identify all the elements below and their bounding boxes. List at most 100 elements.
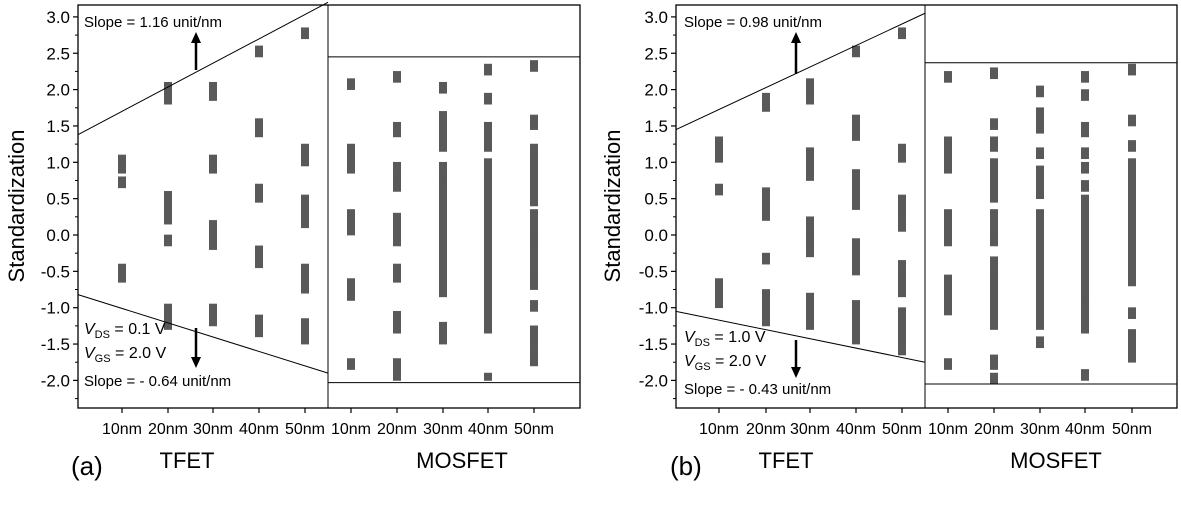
panel-b-data-point <box>1081 165 1089 174</box>
panel-b-frame <box>675 4 1178 409</box>
panel-a-x-tick-label: 20nm <box>148 421 188 438</box>
panel-a-vgs-condition: VGS = 2.0 V <box>84 345 167 365</box>
panel-a-data-point <box>439 143 447 152</box>
panel-b-data-point <box>1036 191 1044 200</box>
panel-a-data-point <box>301 285 309 294</box>
panel-b-data-point <box>898 154 906 163</box>
panel-b-y-tick-label: 0.0 <box>644 226 668 245</box>
panel-b-x-axis: 10nm 20nm 30nm 40nm 50nm 10nm 20nm 30nm 40nm 50nm <box>699 408 1152 438</box>
panel-b-group-label-tfet: TFET <box>759 448 814 473</box>
panel-a-y-tick-label: 0.5 <box>46 190 70 209</box>
panel-a-down-arrow <box>191 328 201 368</box>
panel-b-data-point <box>806 96 814 105</box>
panel-b-data-point <box>990 361 998 370</box>
panel-a-y-axis-label: Standardization <box>4 130 29 283</box>
panel-a-lower-slope-annotation: Slope = - 0.64 unit/nm <box>84 373 231 390</box>
panel-b-data-point <box>990 121 998 130</box>
panel-b: 3.0 2.5 2.0 1.5 1.0 0.5 0.0 -0.5 -1.0 -1.5 -2.0 10… <box>600 4 1178 481</box>
panel-b-data-point <box>1036 310 1044 319</box>
panel-a-up-arrow <box>191 32 201 70</box>
panel-a-x-tick-label: 50nm <box>285 421 325 438</box>
panel-a-x-tick-label: 50nm <box>514 421 554 438</box>
panel-b-data-point <box>1128 278 1136 287</box>
panel-b-data-point <box>944 292 952 301</box>
panel-b-vds-condition: VDS = 1.0 V <box>684 329 766 349</box>
panel-b-data-point <box>990 143 998 152</box>
panel-a-data-point <box>484 96 492 105</box>
panel-b-x-tick-label: 30nm <box>790 421 830 438</box>
panel-b-label: (b) <box>670 451 702 481</box>
panel-b-data-point <box>1081 325 1089 334</box>
panel-b-data-point <box>1081 183 1089 192</box>
panel-b-data-point <box>852 201 860 210</box>
panel-b-y-tick-label: 1.0 <box>644 153 668 172</box>
panel-b-data-point <box>1128 143 1136 152</box>
panel-b-data-point <box>1081 245 1089 254</box>
panel-a-data-point <box>530 121 538 130</box>
panel-a-data-point <box>439 245 447 254</box>
panel-a-data-point <box>530 303 538 312</box>
panel-b-data-point <box>852 336 860 345</box>
panel-a-data-point <box>301 336 309 345</box>
panel-a-data-point <box>347 216 355 225</box>
panel-a-data-point <box>393 361 401 370</box>
panel-a-data-point <box>164 216 172 225</box>
panel-b-data-point <box>898 223 906 232</box>
panel-b-data-point <box>1128 310 1136 319</box>
panel-b-vgs-condition: VGS = 2.0 V <box>684 353 767 373</box>
panel-b-data-point <box>944 361 952 370</box>
panel-b-data-point <box>1128 238 1136 247</box>
panel-b-data-point <box>898 318 906 327</box>
panel-b-data-point <box>715 187 723 196</box>
panel-b-data-point <box>762 103 770 112</box>
panel-a-data-point <box>301 31 309 40</box>
panel-b-y-tick-label: -1.5 <box>639 335 668 354</box>
panel-b-data-point <box>944 74 952 83</box>
panel-b-data-point <box>1081 74 1089 83</box>
panel-a-data-point <box>347 81 355 90</box>
panel-a-data-point <box>347 165 355 174</box>
panel-a-data-point <box>393 74 401 83</box>
panel-a-data-point <box>484 325 492 334</box>
panel-a-x-tick-label: 30nm <box>193 421 233 438</box>
panel-a-group-label-mosfet: MOSFET <box>416 448 508 473</box>
panel-b-data-point <box>1036 125 1044 134</box>
panel-b-y-tick-label: 2.5 <box>644 44 668 63</box>
panel-a-data-point <box>393 183 401 192</box>
panel-b-data-point <box>852 267 860 276</box>
panel-b-tfet-upper-line <box>675 12 926 131</box>
panel-a-y-tick-label: -1.0 <box>41 299 70 318</box>
panel-b-data-point <box>852 132 860 141</box>
panel-b-x-tick-label: 10nm <box>928 421 968 438</box>
panel-b-x-tick-label: 40nm <box>836 421 876 438</box>
panel-b-data-point <box>1036 238 1044 247</box>
panel-a-x-tick-label: 30nm <box>423 421 463 438</box>
panel-b-data-point <box>1081 151 1089 160</box>
panel-a-data-point <box>209 165 217 174</box>
panel-b-data-point <box>762 318 770 327</box>
panel-a-data-point <box>347 227 355 236</box>
panel-a-upper-slope-annotation: Slope = 1.16 unit/nm <box>84 14 222 31</box>
panel-a-data-point <box>301 158 309 167</box>
panel-a-x-tick-label: 10nm <box>102 421 142 438</box>
panel-b-data-point <box>1081 372 1089 381</box>
panel-b-y-tick-label: 1.5 <box>644 117 668 136</box>
panel-a-data-point <box>530 343 538 352</box>
panel-a-vds-condition: VDS = 0.1 V <box>84 321 166 341</box>
panel-b-y-axis-label: Standardization <box>600 130 625 283</box>
panel-a-data-point <box>439 289 447 298</box>
panel-a-y-tick-label: 1.0 <box>46 153 70 172</box>
panel-a-frame <box>77 4 581 409</box>
panel-b-x-tick-label: 50nm <box>882 421 922 438</box>
panel-b-data-point <box>898 289 906 298</box>
panel-b-data-point <box>990 71 998 80</box>
panel-a-y-tick-label: -0.5 <box>41 262 70 281</box>
panel-b-data-point <box>1128 67 1136 76</box>
panel-b-data-point <box>715 300 723 309</box>
panel-a-y-tick-label: 1.5 <box>46 117 70 136</box>
panel-a-y-axis: 3.0 2.5 2.0 1.5 1.0 0.5 0.0 -0.5 -1.0 -1.5 -2.0 <box>41 8 78 400</box>
panel-b-data-point <box>852 49 860 58</box>
panel-b-data-point <box>715 154 723 163</box>
panel-a-data-point <box>484 143 492 152</box>
panel-a-data-point <box>255 49 263 58</box>
